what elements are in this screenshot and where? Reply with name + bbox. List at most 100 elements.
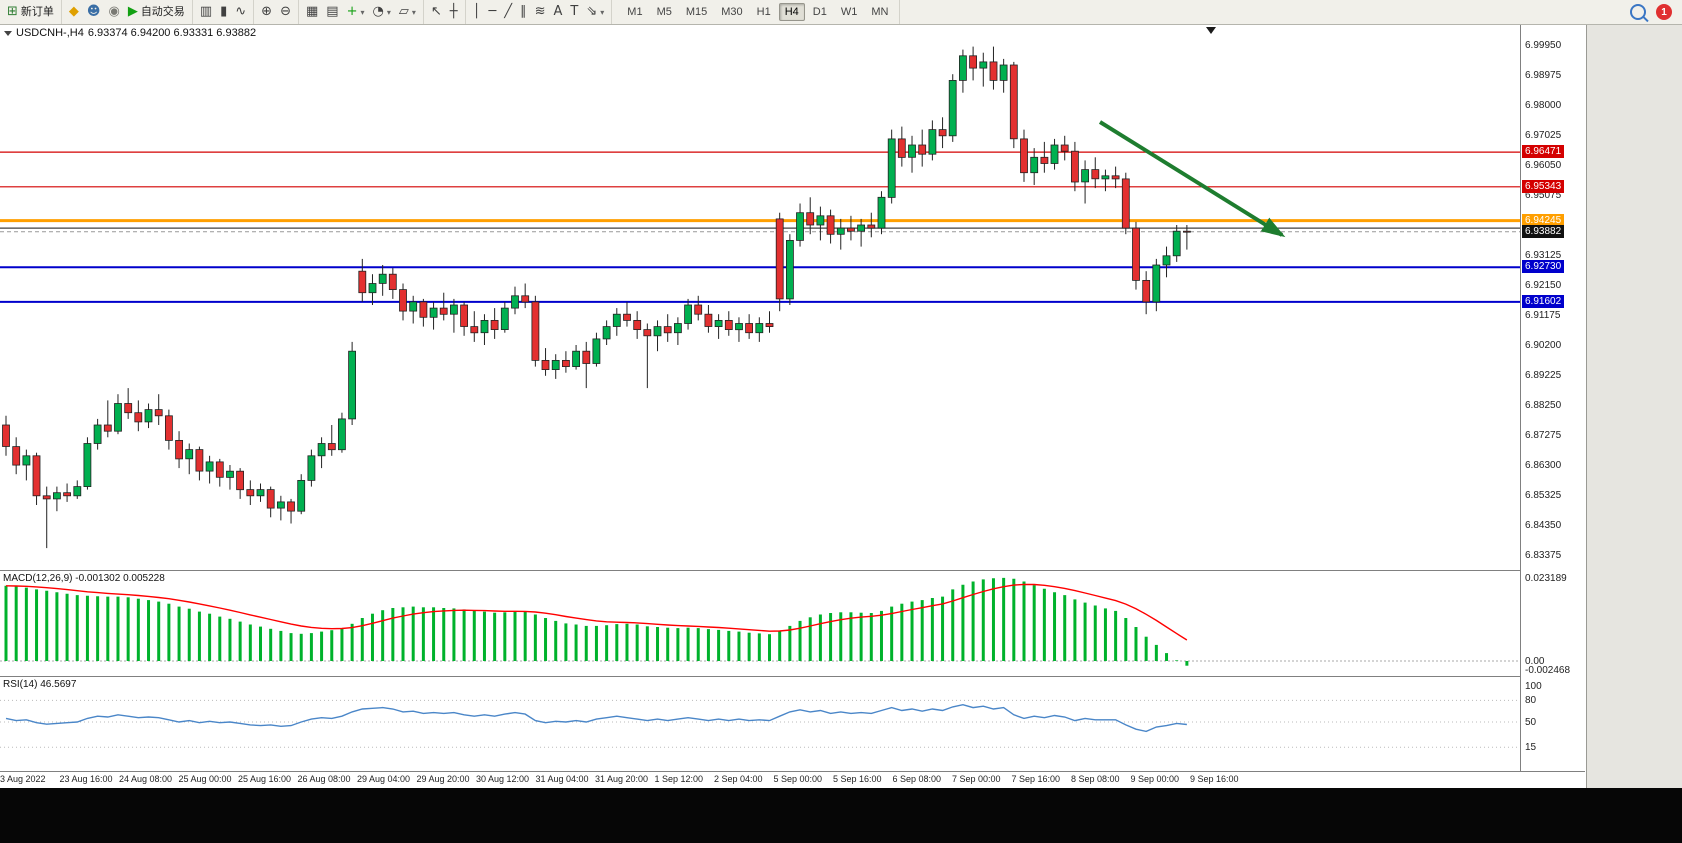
autotrading-button[interactable]: ▶ 自动交易 (124, 3, 189, 21)
toolbar-button-groups: ⊞ 新订单 ◆ ☻ ◉ ▶ 自动交易 ▥ ▮ ∿ ⊕ ⊖ ▦ ▤ + ▾ ◔ ▾ ▱ ▾ ↖ ┼ │ ─ ╱ ∥ ≋ A T ⇘ ▾ (0, 0, 613, 24)
autotrading-icon: ▶ (127, 4, 138, 19)
price-axis-label: 6.89225 (1525, 370, 1562, 381)
time-axis-label: 5 Sep 00:00 (773, 774, 823, 784)
price-axis-label: 6.85325 (1525, 490, 1562, 501)
price-axis-label: 6.96050 (1525, 160, 1562, 171)
indicators-button[interactable]: + ▾ (343, 3, 369, 21)
macd-signal-line (5, 583, 1188, 641)
text-button[interactable]: A (550, 3, 567, 21)
favorites-button[interactable]: ◆ (65, 3, 83, 21)
price-axis-label: 6.83375 (1525, 550, 1562, 561)
line-chart-button[interactable]: ∿ (231, 3, 250, 21)
channel-button[interactable]: ∥ (516, 3, 531, 21)
chart-title: USDCNH-,H4 6.93374 6.94200 6.93331 6.938… (4, 27, 256, 39)
vertical-line-icon: │ (472, 4, 481, 19)
community-button[interactable]: ◉ (104, 3, 123, 21)
vertical-line-button[interactable]: │ (469, 3, 485, 21)
timeframe-h4-button[interactable]: H4 (778, 3, 805, 21)
label-icon: T (570, 4, 579, 19)
accounts-button[interactable]: ☻ (83, 3, 105, 21)
pane-divider[interactable] (0, 676, 1585, 677)
crosshair-icon: ┼ (449, 4, 458, 19)
auto-arrange-button[interactable]: ▤ (322, 3, 342, 21)
price-axis[interactable]: 6.99950 6.98975 6.98000 6.97025 6.96050 6.950… (1520, 24, 1586, 771)
arrows-icon: ⇘ (586, 4, 598, 19)
time-axis[interactable]: 3 Aug 2022 23 Aug 16:00 24 Aug 08:00 25 Aug… (0, 771, 1585, 788)
tile-windows-icon: ▦ (305, 4, 319, 19)
pane-divider[interactable] (0, 570, 1585, 571)
label-button[interactable]: T (566, 3, 582, 21)
rsi-axis-label: 50 (1525, 717, 1537, 728)
search-icon[interactable] (1630, 4, 1646, 20)
price-axis-label: 6.84350 (1525, 520, 1562, 531)
horizontal-line-button[interactable]: ─ (484, 3, 500, 21)
price-badge: 6.93882 (1522, 225, 1565, 238)
zoom-in-button[interactable]: ⊕ (257, 3, 276, 21)
tile-windows-button[interactable]: ▦ (302, 3, 322, 21)
candlestick-chart-button[interactable]: ▮ (216, 3, 231, 21)
fibonacci-icon: ≋ (534, 4, 546, 19)
timeframe-m1-button[interactable]: M1 (627, 6, 643, 18)
time-axis-label: 9 Sep 16:00 (1190, 774, 1239, 784)
templates-button[interactable]: ▱ ▾ (395, 3, 420, 21)
price-axis-label: 6.91175 (1525, 310, 1561, 321)
trendline-button[interactable]: ╱ (500, 3, 516, 21)
price-axis-label: 6.99950 (1525, 40, 1562, 51)
time-axis-label: 31 Aug 20:00 (595, 774, 649, 784)
indicators-icon: + (346, 4, 358, 19)
bar-chart-button[interactable]: ▥ (196, 3, 216, 21)
rsi-axis-label: 100 (1525, 681, 1542, 692)
chevron-down-icon: ▾ (600, 7, 605, 17)
cursor-button[interactable]: ↖ (427, 3, 446, 21)
periods-button[interactable]: ◔ ▾ (369, 3, 395, 21)
time-axis-label: 3 Aug 2022 (0, 774, 46, 784)
price-axis-label: 6.97025 (1525, 130, 1562, 141)
time-axis-label: 6 Sep 08:00 (892, 774, 942, 784)
timeframe-h1-button[interactable]: H1 (756, 6, 771, 18)
line-chart-icon: ∿ (235, 4, 247, 19)
price-axis-label: 6.92150 (1525, 280, 1562, 291)
timeframe-m15-button[interactable]: M15 (685, 6, 708, 18)
chart-shift-marker[interactable] (1206, 27, 1216, 34)
chevron-down-icon: ▾ (386, 7, 391, 17)
time-axis-label: 8 Sep 08:00 (1071, 774, 1120, 784)
accounts-icon: ☻ (86, 4, 101, 19)
timeframe-mn-button[interactable]: MN (871, 6, 889, 18)
symbol-dropdown-icon[interactable] (4, 30, 12, 36)
new-order-button[interactable]: ⊞ 新订单 (3, 3, 58, 21)
notification-badge[interactable]: 1 (1656, 4, 1672, 20)
horizontal-line-icon: ─ (488, 4, 497, 19)
fibonacci-button[interactable]: ≋ (531, 3, 550, 21)
timeframe-m30-button[interactable]: M30 (721, 6, 743, 18)
macd-axis-label: -0.002468 (1525, 665, 1571, 676)
macd-pane[interactable] (0, 571, 1520, 676)
toolbar-group: ⊞ 新订单 (0, 0, 62, 24)
price-badge: 6.95343 (1522, 180, 1565, 193)
rsi-line (5, 703, 1187, 733)
symbol-name: USDCNH-,H4 (16, 27, 84, 39)
macd-axis-label: 0.023189 (1525, 573, 1567, 584)
time-axis-label: 26 Aug 08:00 (297, 774, 351, 784)
toolbar-group: │ ─ ╱ ∥ ≋ A T ⇘ ▾ (466, 0, 613, 24)
price-badge: 6.91602 (1522, 295, 1565, 308)
bottom-bar (0, 788, 1682, 843)
price-axis-label: 6.90200 (1525, 340, 1562, 351)
timeframe-w1-button[interactable]: W1 (840, 6, 858, 18)
time-axis-label: 7 Sep 00:00 (952, 774, 1001, 784)
time-axis-label: 31 Aug 04:00 (535, 774, 589, 784)
timeframe-d1-button[interactable]: D1 (812, 6, 827, 18)
time-axis-label: 29 Aug 20:00 (416, 774, 470, 784)
zoom-out-button[interactable]: ⊖ (276, 3, 295, 21)
price-chart-pane[interactable] (0, 24, 1520, 570)
crosshair-button[interactable]: ┼ (446, 3, 462, 21)
rsi-axis-label: 15 (1525, 742, 1537, 753)
autotrading-label: 自动交易 (140, 6, 185, 18)
favorites-icon: ◆ (68, 4, 79, 19)
ohlc-values: 6.93374 6.94200 6.93331 6.93882 (87, 27, 257, 39)
price-axis-label: 6.98000 (1525, 100, 1562, 111)
price-axis-label: 6.98975 (1525, 70, 1562, 81)
arrows-button[interactable]: ⇘ ▾ (582, 3, 608, 21)
timeframe-m5-button[interactable]: M5 (656, 6, 672, 18)
rsi-pane[interactable] (0, 677, 1520, 771)
